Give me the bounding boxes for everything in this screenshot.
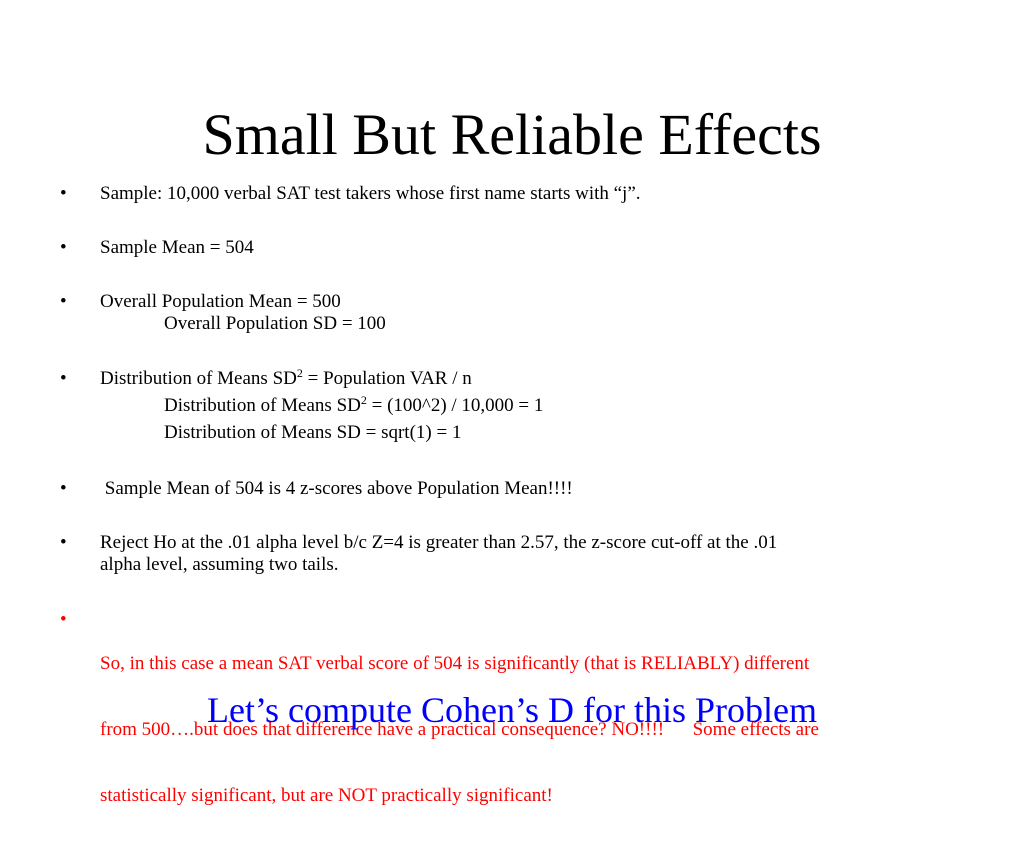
- sub-bullet-text: Distribution of Means SD = sqrt(1) = 1: [164, 422, 462, 443]
- bullet-text: Sample Mean = 504: [100, 237, 254, 258]
- bullet-marker: •: [60, 183, 67, 204]
- bullet-marker: •: [60, 291, 67, 312]
- footer-heading: Let’s compute Cohen’s D for this Problem: [207, 690, 817, 730]
- bullet-marker: •: [60, 609, 67, 630]
- bullet-marker: •: [60, 532, 67, 553]
- bullet-marker: •: [60, 368, 67, 389]
- bullet-line: alpha level, assuming two tails.: [100, 554, 339, 575]
- bullet-text: Reject Ho at the .01 alpha level b/c Z=4…: [100, 532, 980, 576]
- bullet-marker: •: [60, 478, 67, 499]
- bullet-line: statistically significant, but are NOT p…: [100, 785, 553, 806]
- superscript: 2: [296, 366, 303, 380]
- bullet-text: Sample: 10,000 verbal SAT test takers wh…: [100, 183, 641, 204]
- sub-bullet-text: Distribution of Means SD2 = (100^2) / 10…: [164, 393, 544, 417]
- bullet-line: So, in this case a mean SAT verbal score…: [100, 653, 810, 674]
- superscript: 2: [360, 393, 367, 407]
- sub-bullet-part: = (100^2) / 10,000 = 1: [366, 395, 544, 416]
- bullet-line: from 500….but does that difference have …: [100, 719, 819, 740]
- bullet-marker: •: [60, 237, 67, 258]
- bullet-line: Reject Ho at the .01 alpha level b/c Z=4…: [100, 532, 778, 553]
- bullet-text-part: = Population VAR / n: [302, 368, 472, 389]
- sub-bullet-part: Distribution of Means SD: [164, 395, 361, 416]
- sub-bullet-text: Overall Population SD = 100: [164, 313, 386, 334]
- bullet-text: Distribution of Means SD2 = Population V…: [100, 366, 980, 390]
- bullet-text-part: Distribution of Means SD: [100, 368, 297, 389]
- bullet-text: Sample Mean of 504 is 4 z-scores above P…: [100, 478, 573, 499]
- slide-title: Small But Reliable Effects: [202, 102, 822, 167]
- bullet-text: Overall Population Mean = 500: [100, 291, 341, 312]
